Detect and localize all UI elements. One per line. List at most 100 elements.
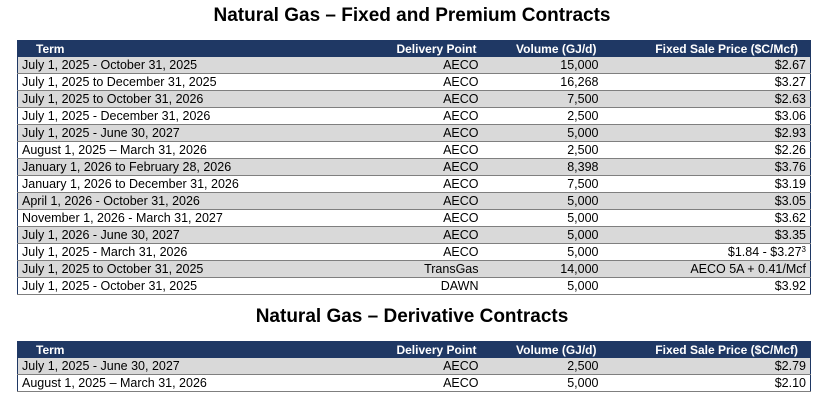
term-cell: July 1, 2025 to December 31, 2025 bbox=[17, 73, 363, 91]
term-cell: July 1, 2026 - June 30, 2027 bbox=[17, 226, 363, 244]
header-volume: Volume (GJ/d) bbox=[482, 341, 603, 358]
price-cell: $2.63 bbox=[602, 90, 811, 108]
delivery-point-cell-text: AECO bbox=[443, 228, 479, 242]
term-cell: July 1, 2025 - March 31, 2026 bbox=[17, 243, 363, 261]
delivery-point-cell: AECO bbox=[362, 243, 483, 261]
term-cell-text: July 1, 2026 - June 30, 2027 bbox=[22, 228, 180, 242]
price-cell-text: $3.35 bbox=[774, 228, 806, 242]
delivery-point-cell-text: AECO bbox=[443, 211, 479, 225]
price-cell: $2.10 bbox=[602, 374, 811, 392]
term-cell-text: July 1, 2025 to October 31, 2026 bbox=[22, 92, 204, 106]
price-cell-text: AECO 5A + 0.41/Mcf bbox=[690, 262, 806, 276]
volume-cell-text: 5,000 bbox=[567, 279, 599, 293]
table-row: July 1, 2025 - October 31, 2025 AECO 15,00… bbox=[17, 57, 811, 74]
price-cell-text: $2.26 bbox=[774, 143, 806, 157]
header-delivery-point: Delivery Point bbox=[362, 341, 483, 358]
table-row: January 1, 2026 to December 31, 2026 AECO… bbox=[17, 175, 811, 193]
volume-cell-text: 2,500 bbox=[567, 109, 599, 123]
term-cell-text: November 1, 2026 - March 31, 2027 bbox=[22, 211, 223, 225]
volume-cell-text: 5,000 bbox=[567, 245, 599, 259]
term-cell-text: July 1, 2025 - March 31, 2026 bbox=[22, 245, 188, 259]
delivery-point-cell-text: AECO bbox=[443, 177, 479, 191]
table-row: August 1, 2025 – March 31, 2026 AECO 5,000… bbox=[17, 374, 811, 392]
volume-cell: 16,268 bbox=[482, 73, 603, 91]
volume-cell-text: 8,398 bbox=[567, 160, 599, 174]
table-header-row: Term Delivery Point Volume (GJ/d) Fixed … bbox=[17, 40, 811, 57]
delivery-point-cell: AECO bbox=[362, 209, 483, 227]
price-cell: $3.27 bbox=[602, 73, 811, 91]
table-row: November 1, 2026 - March 31, 2027 AECO 5,0… bbox=[17, 209, 811, 227]
volume-cell: 2,500 bbox=[482, 358, 603, 375]
delivery-point-cell-text: TransGas bbox=[424, 262, 479, 276]
volume-cell: 5,000 bbox=[482, 243, 603, 261]
delivery-point-cell: AECO bbox=[362, 358, 483, 375]
delivery-point-cell: DAWN bbox=[362, 277, 483, 295]
delivery-point-cell: TransGas bbox=[362, 260, 483, 278]
term-cell: January 1, 2026 to February 28, 2026 bbox=[17, 158, 363, 176]
volume-cell: 5,000 bbox=[482, 374, 603, 392]
price-cell-text: $1.84 - $3.27 bbox=[727, 245, 802, 259]
derivative-contracts-table: Term Delivery Point Volume (GJ/d) Fixed … bbox=[17, 341, 811, 392]
table-row: July 1, 2025 to October 31, 2025 TransGas… bbox=[17, 260, 811, 278]
volume-cell: 5,000 bbox=[482, 124, 603, 142]
price-cell: $3.62 bbox=[602, 209, 811, 227]
term-cell: July 1, 2025 - October 31, 2025 bbox=[17, 277, 363, 295]
price-cell: $2.67 bbox=[602, 57, 811, 74]
header-delivery-point: Delivery Point bbox=[362, 40, 483, 57]
price-cell-text: $3.92 bbox=[774, 279, 806, 293]
volume-cell: 7,500 bbox=[482, 175, 603, 193]
volume-cell-text: 16,268 bbox=[560, 75, 599, 89]
price-cell-text: $2.93 bbox=[774, 126, 806, 140]
volume-cell-text: 14,000 bbox=[560, 262, 599, 276]
delivery-point-cell: AECO bbox=[362, 192, 483, 210]
fixed-contracts-table: Term Delivery Point Volume (GJ/d) Fixed … bbox=[17, 40, 811, 295]
delivery-point-cell-text: AECO bbox=[443, 376, 479, 390]
term-cell-text: July 1, 2025 - June 30, 2027 bbox=[22, 126, 180, 140]
price-cell-text: $3.19 bbox=[774, 177, 806, 191]
delivery-point-cell-text: AECO bbox=[443, 160, 479, 174]
table-row: July 1, 2025 to December 31, 2025 AECO 16,… bbox=[17, 73, 811, 91]
term-cell-text: August 1, 2025 – March 31, 2026 bbox=[22, 376, 207, 390]
term-cell-text: January 1, 2026 to December 31, 2026 bbox=[22, 177, 239, 191]
volume-cell: 5,000 bbox=[482, 192, 603, 210]
volume-cell: 5,000 bbox=[482, 277, 603, 295]
volume-cell-text: 5,000 bbox=[567, 228, 599, 242]
volume-cell: 2,500 bbox=[482, 141, 603, 159]
term-cell: July 1, 2025 - June 30, 2027 bbox=[17, 124, 363, 142]
delivery-point-cell: AECO bbox=[362, 158, 483, 176]
price-cell: $3.92 bbox=[602, 277, 811, 295]
volume-cell-text: 7,500 bbox=[567, 92, 599, 106]
price-cell-text: $3.62 bbox=[774, 211, 806, 225]
term-cell-text: July 1, 2025 - October 31, 2025 bbox=[22, 58, 198, 72]
price-cell: $3.76 bbox=[602, 158, 811, 176]
delivery-point-cell-text: DAWN bbox=[440, 279, 479, 293]
table-row: July 1, 2025 - March 31, 2026 AECO 5,000 $1… bbox=[17, 243, 811, 261]
price-cell: $2.79 bbox=[602, 358, 811, 375]
term-cell-text: July 1, 2025 - December 31, 2026 bbox=[22, 109, 211, 123]
table-row: July 1, 2025 to October 31, 2026 AECO 7,50… bbox=[17, 90, 811, 108]
fixed-contracts-title: Natural Gas – Fixed and Premium Contract… bbox=[213, 5, 611, 26]
table-row: July 1, 2026 - June 30, 2027 AECO 5,000 $3.… bbox=[17, 226, 811, 244]
delivery-point-cell-text: AECO bbox=[443, 75, 479, 89]
volume-cell: 14,000 bbox=[482, 260, 603, 278]
header-fixed-sale-price: Fixed Sale Price ($C/Mcf) bbox=[602, 341, 811, 358]
volume-cell-text: 5,000 bbox=[567, 376, 599, 390]
term-cell-text: July 1, 2025 to October 31, 2025 bbox=[22, 262, 204, 276]
delivery-point-cell-text: AECO bbox=[443, 143, 479, 157]
volume-cell: 8,398 bbox=[482, 158, 603, 176]
table-row: July 1, 2025 - October 31, 2025 DAWN 5,000… bbox=[17, 277, 811, 295]
table-header-row: Term Delivery Point Volume (GJ/d) Fixed … bbox=[17, 341, 811, 358]
price-cell-text: $2.67 bbox=[774, 58, 806, 72]
table-row: July 1, 2025 - June 30, 2027 AECO 5,000 $2.… bbox=[17, 124, 811, 142]
term-cell: April 1, 2026 - October 31, 2026 bbox=[17, 192, 363, 210]
term-cell: August 1, 2025 – March 31, 2026 bbox=[17, 141, 363, 159]
term-cell: July 1, 2025 - June 30, 2027 bbox=[17, 358, 363, 375]
price-cell: AECO 5A + 0.41/Mcf bbox=[602, 260, 811, 278]
delivery-point-cell-text: AECO bbox=[443, 92, 479, 106]
delivery-point-cell: AECO bbox=[362, 57, 483, 74]
term-cell-text: July 1, 2025 - June 30, 2027 bbox=[22, 359, 180, 373]
term-cell: August 1, 2025 – March 31, 2026 bbox=[17, 374, 363, 392]
table-row: April 1, 2026 - October 31, 2026 AECO 5,00… bbox=[17, 192, 811, 210]
delivery-point-cell-text: AECO bbox=[443, 194, 479, 208]
price-cell-text: $2.10 bbox=[774, 376, 806, 390]
